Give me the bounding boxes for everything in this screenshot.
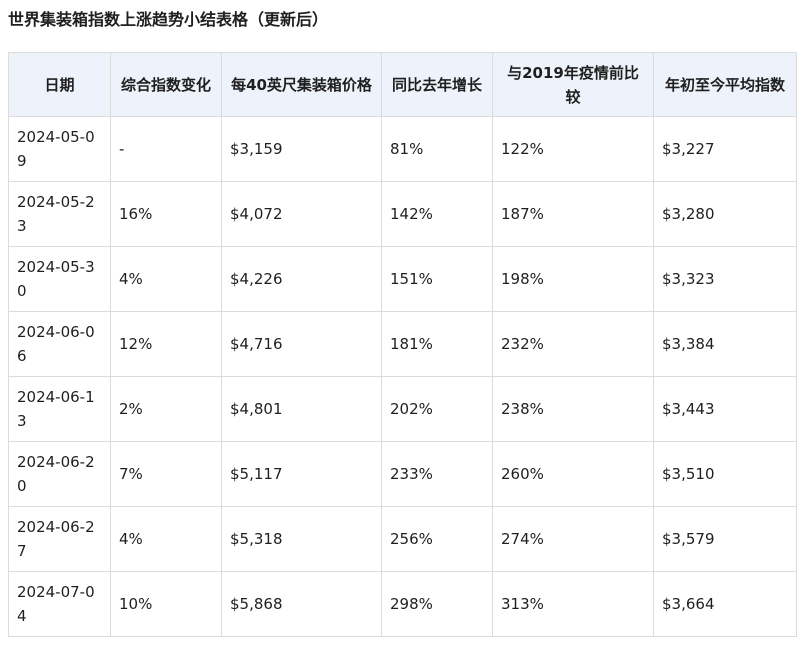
cell-date: 2024-05-23	[8, 181, 111, 247]
cell-date: 2024-07-04	[8, 571, 111, 637]
cell-price: $4,801	[221, 376, 382, 442]
cell-yoy: 142%	[381, 181, 493, 247]
cell-index-change: 16%	[110, 181, 222, 247]
cell-ytd-average: $3,664	[653, 571, 797, 637]
cell-vs-2019: 122%	[492, 116, 654, 182]
cell-price: $4,072	[221, 181, 382, 247]
cell-date: 2024-06-27	[8, 506, 111, 572]
cell-yoy: 151%	[381, 246, 493, 312]
cell-vs-2019: 238%	[492, 376, 654, 442]
cell-ytd-average: $3,323	[653, 246, 797, 312]
header-date: 日期	[8, 52, 111, 117]
cell-ytd-average: $3,280	[653, 181, 797, 247]
table-header-row: 日期 综合指数变化 每40英尺集装箱价格 同比去年增长 与2019年疫情前比较 …	[8, 52, 797, 117]
cell-yoy: 256%	[381, 506, 493, 572]
cell-price: $4,716	[221, 311, 382, 377]
cell-vs-2019: 198%	[492, 246, 654, 312]
header-yoy-growth: 同比去年增长	[381, 52, 493, 117]
cell-ytd-average: $3,227	[653, 116, 797, 182]
cell-price: $3,159	[221, 116, 382, 182]
table-row: 2024-06-27 4% $5,318 256% 274% $3,579	[8, 506, 797, 572]
cell-index-change: 7%	[110, 441, 222, 507]
table-row: 2024-07-04 10% $5,868 298% 313% $3,664	[8, 571, 797, 637]
cell-ytd-average: $3,579	[653, 506, 797, 572]
table-row: 2024-05-30 4% $4,226 151% 198% $3,323	[8, 246, 797, 312]
cell-yoy: 298%	[381, 571, 493, 637]
cell-index-change: 4%	[110, 246, 222, 312]
cell-index-change: 12%	[110, 311, 222, 377]
table-row: 2024-05-23 16% $4,072 142% 187% $3,280	[8, 181, 797, 247]
table-row: 2024-06-20 7% $5,117 233% 260% $3,510	[8, 441, 797, 507]
header-index-change: 综合指数变化	[110, 52, 222, 117]
cell-vs-2019: 313%	[492, 571, 654, 637]
cell-yoy: 81%	[381, 116, 493, 182]
page-title: 世界集装箱指数上涨趋势小结表格（更新后）	[8, 10, 329, 29]
cell-price: $5,117	[221, 441, 382, 507]
table-row: 2024-06-13 2% $4,801 202% 238% $3,443	[8, 376, 797, 442]
cell-ytd-average: $3,510	[653, 441, 797, 507]
cell-price: $5,318	[221, 506, 382, 572]
table-row: 2024-06-06 12% $4,716 181% 232% $3,384	[8, 311, 797, 377]
container-index-table: 日期 综合指数变化 每40英尺集装箱价格 同比去年增长 与2019年疫情前比较 …	[8, 52, 797, 637]
cell-yoy: 202%	[381, 376, 493, 442]
header-price-per-40ft: 每40英尺集装箱价格	[221, 52, 382, 117]
cell-yoy: 233%	[381, 441, 493, 507]
cell-date: 2024-05-30	[8, 246, 111, 312]
cell-index-change: 4%	[110, 506, 222, 572]
cell-price: $4,226	[221, 246, 382, 312]
cell-vs-2019: 232%	[492, 311, 654, 377]
cell-date: 2024-05-09	[8, 116, 111, 182]
cell-ytd-average: $3,443	[653, 376, 797, 442]
cell-ytd-average: $3,384	[653, 311, 797, 377]
table-row: 2024-05-09 - $3,159 81% 122% $3,227	[8, 116, 797, 182]
cell-date: 2024-06-20	[8, 441, 111, 507]
header-vs-2019: 与2019年疫情前比较	[492, 52, 654, 117]
cell-vs-2019: 260%	[492, 441, 654, 507]
cell-price: $5,868	[221, 571, 382, 637]
header-ytd-average: 年初至今平均指数	[653, 52, 797, 117]
cell-index-change: 2%	[110, 376, 222, 442]
cell-date: 2024-06-13	[8, 376, 111, 442]
cell-date: 2024-06-06	[8, 311, 111, 377]
cell-index-change: -	[110, 116, 222, 182]
cell-yoy: 181%	[381, 311, 493, 377]
cell-index-change: 10%	[110, 571, 222, 637]
cell-vs-2019: 187%	[492, 181, 654, 247]
cell-vs-2019: 274%	[492, 506, 654, 572]
